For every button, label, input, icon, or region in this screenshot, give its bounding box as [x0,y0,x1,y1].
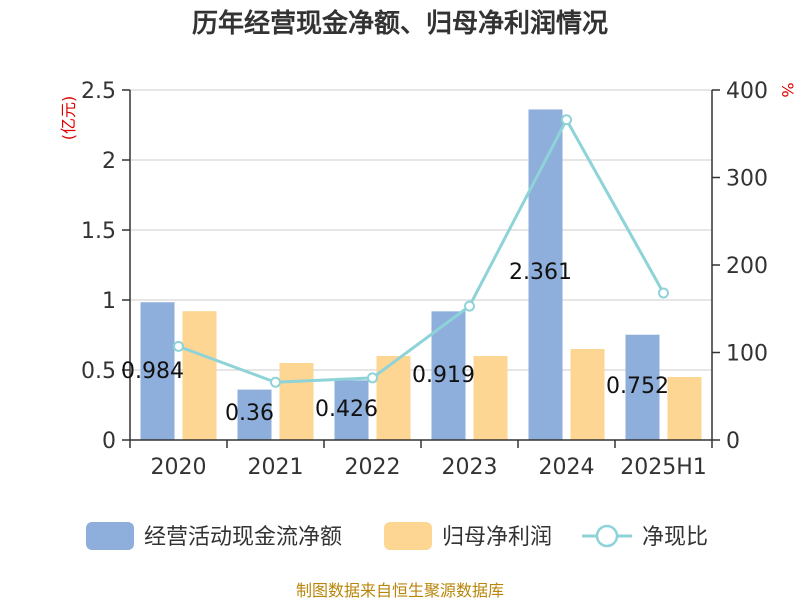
source-note: 制图数据来自恒生聚源数据库 [296,581,504,600]
cash-flow-bar [237,389,272,440]
x-axis-tick-label: 2022 [345,455,401,480]
net-profit-bar [376,356,411,440]
legend-ratio-swatch-marker [595,524,619,548]
legend-ratio-label: 净现比 [642,525,708,550]
ratio-line-path [177,116,665,384]
cash-flow-bar [528,109,563,441]
left-axis-tick-label: 1 [102,289,116,314]
cash-flow-data-label: 0.36 [225,401,274,426]
cash-flow-data-label: 0.919 [412,363,475,388]
ratio-point [270,376,281,388]
right-axis-tick-label: 0 [726,429,740,454]
cash-flow-data-label: 0.426 [315,397,378,422]
cash-flow-data-label: 2.361 [509,260,572,285]
legend-cash-label: 经营活动现金流净额 [144,525,342,550]
legend-profit-label: 归母净利润 [442,525,552,550]
ratio-point [658,287,669,299]
net-profit-bar [473,356,508,440]
right-axis-unit: % [778,82,797,97]
x-axis-tick-label: 2023 [442,455,498,480]
legend-cash-swatch [86,522,134,550]
ratio-point [561,114,572,126]
legend: 经营活动现金流净额 归母净利润 净现比 [86,522,708,550]
cash-flow-data-label: 0.752 [606,374,669,399]
right-axis-tick-label: 400 [726,79,768,104]
axes: 0 0.5 1 1.5 2 2.5 0 100 200 300 400 2020 2021 2022 202… [81,79,768,480]
left-axis-unit: (亿元) [59,96,78,141]
net-profit-bar [279,363,314,440]
cash-flow-bar [334,380,369,440]
ratio-line [173,114,669,388]
left-axis-tick-label: 0 [102,429,116,454]
x-axis-tick-label: 2021 [248,455,304,480]
net-profit-bar [570,349,605,440]
cash-flow-bar [431,311,466,440]
cash-flow-bar [625,334,660,440]
chart-title: 历年经营现金净额、归母净利润情况 [192,8,608,39]
ratio-point [173,340,184,352]
left-axis-tick-label: 0.5 [81,359,116,384]
right-axis-tick-label: 300 [726,167,768,192]
net-profit-bar [667,377,702,440]
right-axis-tick-label: 200 [726,254,768,279]
cash-flow-bar [140,302,175,440]
bars [140,109,702,441]
legend-profit-swatch [384,522,432,550]
cash-flow-data-label: 0.984 [121,359,184,384]
ratio-point [367,372,378,384]
right-axis-tick-label: 100 [726,342,768,367]
data-labels: 0.984 0.36 0.426 0.919 2.361 0.752 [121,260,669,426]
left-axis-tick-label: 1.5 [81,219,116,244]
x-axis-tick-label: 2025H1 [620,455,707,480]
left-axis-tick-label: 2.5 [81,79,116,104]
net-profit-bar [182,311,217,440]
x-axis-tick-label: 2024 [539,455,595,480]
left-axis-tick-label: 2 [102,149,116,174]
grid-lines [130,89,712,371]
x-axis-tick-label: 2020 [151,455,207,480]
ratio-point [464,300,475,312]
